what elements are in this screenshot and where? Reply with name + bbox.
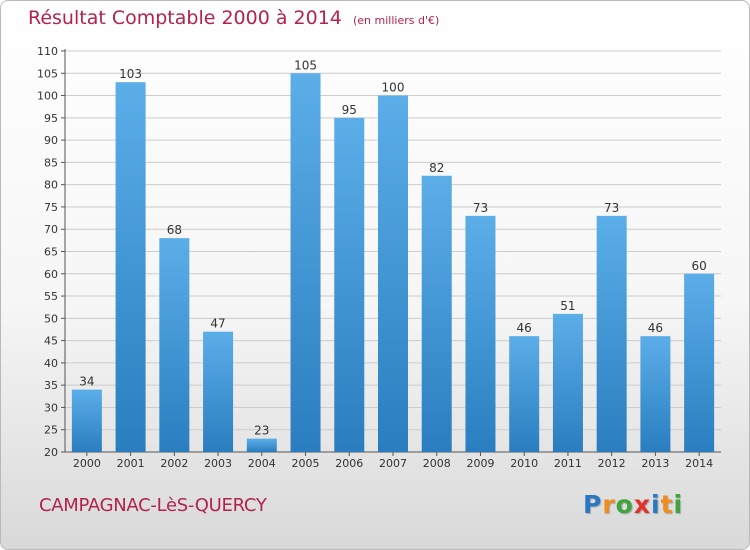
- value-label: 60: [691, 259, 706, 273]
- proxiti-logo: Proxiti: [583, 490, 683, 519]
- ytick-label: 60: [44, 268, 58, 281]
- value-label: 68: [167, 223, 182, 237]
- bar-2002: [159, 238, 190, 452]
- ytick-label: 55: [44, 290, 58, 303]
- logo-letter: x: [633, 490, 651, 519]
- ytick-label: 110: [37, 45, 58, 58]
- xtick-label: 2003: [204, 457, 232, 470]
- value-label: 23: [254, 424, 269, 438]
- xtick-label: 2013: [641, 457, 669, 470]
- bar-2014: [684, 273, 715, 452]
- bar-2005: [290, 73, 321, 453]
- value-label: 46: [648, 321, 663, 335]
- ytick-label: 90: [44, 134, 58, 147]
- xtick-label: 2001: [117, 457, 145, 470]
- logo-letter: i: [673, 490, 684, 519]
- value-label: 95: [342, 103, 357, 117]
- xtick-label: 2010: [510, 457, 538, 470]
- bar-2001: [115, 82, 146, 452]
- ytick-label: 80: [44, 179, 58, 192]
- logo-letter: o: [615, 490, 634, 519]
- logo-letter: t: [660, 490, 674, 519]
- chart-title: Résultat Comptable 2000 à 2014 (en milli…: [28, 7, 439, 29]
- xtick-label: 2008: [423, 457, 451, 470]
- value-label: 73: [604, 201, 619, 215]
- xtick-label: 2006: [335, 457, 363, 470]
- bar-2010: [509, 336, 540, 452]
- commune-name: CAMPAGNAC-LèS-QUERCY: [39, 495, 267, 516]
- bar-2009: [465, 215, 496, 452]
- xtick-label: 2004: [248, 457, 276, 470]
- ytick-label: 50: [44, 312, 58, 325]
- xtick-label: 2014: [685, 457, 713, 470]
- bar-2012: [596, 215, 627, 452]
- labels: 2000 34 2001 103 2002 68 2003 47 2004 23 2005 105 20…: [73, 58, 713, 470]
- ytick-label: 75: [44, 201, 58, 214]
- ytick-label: 35: [44, 379, 58, 392]
- value-label: 105: [294, 58, 317, 72]
- logo-letter: i: [651, 490, 661, 519]
- bar-2011: [552, 313, 583, 452]
- ytick-label: 70: [44, 223, 58, 236]
- xtick-label: 2002: [160, 457, 188, 470]
- bar-2004: [246, 438, 277, 452]
- ytick-label: 95: [44, 112, 58, 125]
- ytick-label: 100: [37, 90, 58, 103]
- bar-2013: [640, 336, 671, 452]
- bar-2008: [421, 175, 452, 452]
- value-label: 100: [382, 81, 405, 95]
- xtick-label: 2012: [598, 457, 626, 470]
- value-label: 34: [79, 375, 94, 389]
- xtick-label: 2009: [466, 457, 494, 470]
- logo-letter: r: [602, 490, 616, 519]
- bar-2000: [71, 389, 102, 452]
- ytick-label: 40: [44, 357, 58, 370]
- ytick-label: 20: [44, 446, 58, 459]
- xtick-label: 2000: [73, 457, 101, 470]
- ytick-label: 30: [44, 401, 58, 414]
- logo-letter: P: [583, 490, 603, 519]
- bars: [71, 73, 715, 453]
- chart-title-main: Résultat Comptable 2000 à 2014: [28, 7, 342, 29]
- chart-title-unit: (en milliers d'€): [352, 14, 440, 27]
- ytick-label: 25: [44, 424, 58, 437]
- value-label: 46: [517, 321, 532, 335]
- value-label: 82: [429, 161, 444, 175]
- xtick-label: 2007: [379, 457, 407, 470]
- value-label: 103: [119, 67, 142, 81]
- ytick-label: 45: [44, 335, 58, 348]
- bar-2006: [334, 117, 365, 452]
- ytick-label: 65: [44, 246, 58, 259]
- ytick-label: 85: [44, 156, 58, 169]
- value-label: 51: [560, 299, 575, 313]
- ytick-label: 105: [37, 67, 58, 80]
- bar-2007: [378, 95, 408, 453]
- bar-2003: [203, 331, 234, 452]
- xtick-label: 2011: [554, 457, 582, 470]
- value-label: 73: [473, 201, 488, 215]
- value-label: 47: [210, 317, 225, 331]
- xtick-label: 2005: [292, 457, 320, 470]
